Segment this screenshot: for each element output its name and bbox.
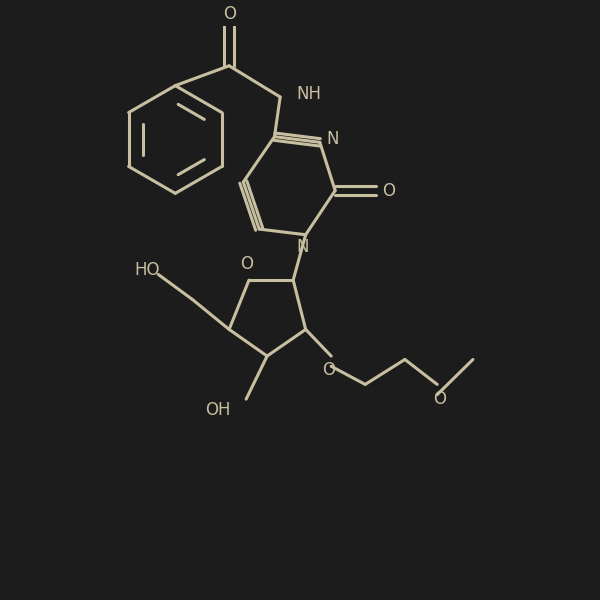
Text: OH: OH [205,401,230,419]
Text: O: O [240,255,253,273]
Text: N: N [296,238,309,256]
Text: O: O [382,182,395,200]
Text: HO: HO [134,261,160,279]
Text: O: O [223,5,236,23]
Text: N: N [326,130,338,148]
Text: NH: NH [296,85,321,103]
Text: O: O [322,361,335,379]
Text: O: O [434,389,446,407]
